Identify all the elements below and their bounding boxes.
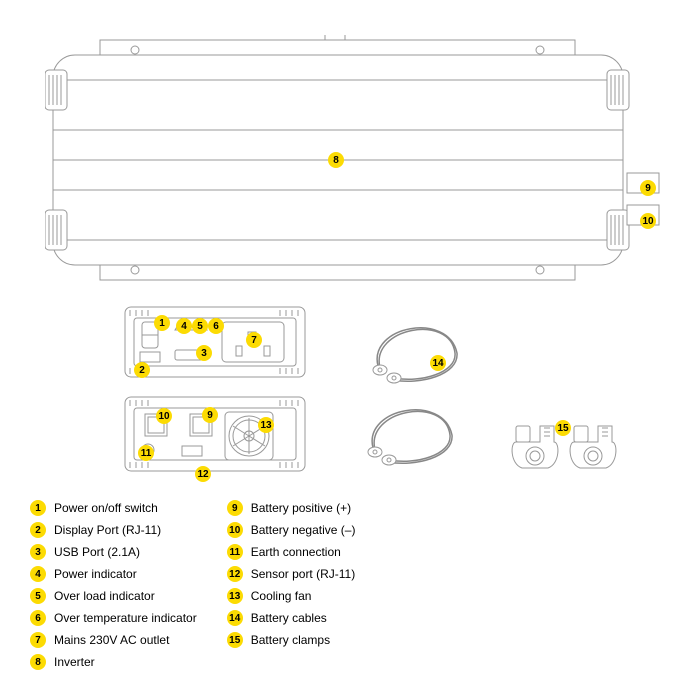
- legend-label: Battery cables: [251, 611, 327, 625]
- callout-8: 8: [328, 152, 344, 168]
- callout-11: 11: [138, 445, 154, 461]
- rear-panel: [120, 392, 315, 480]
- legend-item-8: 8 Inverter: [30, 654, 197, 670]
- legend-label: Over temperature indicator: [54, 611, 197, 625]
- legend-badge: 11: [227, 544, 243, 560]
- legend-label: USB Port (2.1A): [54, 545, 140, 559]
- legend-badge: 9: [227, 500, 243, 516]
- callout-9: 9: [202, 407, 218, 423]
- legend-label: Battery negative (–): [251, 523, 356, 537]
- callout-6: 6: [208, 318, 224, 334]
- legend-item-14: 14 Battery cables: [227, 610, 356, 626]
- callout-9: 9: [640, 180, 656, 196]
- legend-label: Mains 230V AC outlet: [54, 633, 169, 647]
- callout-7: 7: [246, 332, 262, 348]
- legend-badge: 10: [227, 522, 243, 538]
- legend: 1 Power on/off switch 2 Display Port (RJ-11…: [30, 500, 355, 670]
- legend-badge: 14: [227, 610, 243, 626]
- callout-10: 10: [640, 213, 656, 229]
- legend-item-12: 12 Sensor port (RJ-11): [227, 566, 356, 582]
- legend-item-2: 2 Display Port (RJ-11): [30, 522, 197, 538]
- legend-badge: 12: [227, 566, 243, 582]
- legend-badge: 1: [30, 500, 46, 516]
- callout-4: 4: [176, 318, 192, 334]
- inverter-top-view: [45, 35, 665, 285]
- legend-item-10: 10 Battery negative (–): [227, 522, 356, 538]
- callout-3: 3: [196, 345, 212, 361]
- callout-13: 13: [258, 417, 274, 433]
- legend-label: Over load indicator: [54, 589, 155, 603]
- legend-badge: 6: [30, 610, 46, 626]
- legend-label: Battery positive (+): [251, 501, 351, 515]
- legend-item-1: 1 Power on/off switch: [30, 500, 197, 516]
- legend-badge: 2: [30, 522, 46, 538]
- legend-col-2: 9 Battery positive (+) 10 Battery negative …: [227, 500, 356, 670]
- legend-item-13: 13 Cooling fan: [227, 588, 356, 604]
- legend-label: Power on/off switch: [54, 501, 158, 515]
- legend-badge: 13: [227, 588, 243, 604]
- legend-label: Sensor port (RJ-11): [251, 567, 355, 581]
- legend-item-7: 7 Mains 230V AC outlet: [30, 632, 197, 648]
- callout-2: 2: [134, 362, 150, 378]
- battery-cable-2: [355, 390, 465, 470]
- legend-label: Cooling fan: [251, 589, 312, 603]
- callout-1: 1: [154, 315, 170, 331]
- battery-cable-1: [360, 308, 470, 388]
- legend-label: Power indicator: [54, 567, 137, 581]
- legend-badge: 3: [30, 544, 46, 560]
- legend-item-5: 5 Over load indicator: [30, 588, 197, 604]
- battery-clamps: [510, 420, 640, 480]
- legend-badge: 7: [30, 632, 46, 648]
- legend-label: Inverter: [54, 655, 95, 669]
- legend-badge: 15: [227, 632, 243, 648]
- legend-item-9: 9 Battery positive (+): [227, 500, 356, 516]
- callout-5: 5: [192, 318, 208, 334]
- legend-item-3: 3 USB Port (2.1A): [30, 544, 197, 560]
- legend-item-15: 15 Battery clamps: [227, 632, 356, 648]
- legend-item-4: 4 Power indicator: [30, 566, 197, 582]
- legend-col-1: 1 Power on/off switch 2 Display Port (RJ-11…: [30, 500, 197, 670]
- legend-item-11: 11 Earth connection: [227, 544, 356, 560]
- callout-15: 15: [555, 420, 571, 436]
- callout-14: 14: [430, 355, 446, 371]
- legend-label: Battery clamps: [251, 633, 330, 647]
- legend-badge: 4: [30, 566, 46, 582]
- legend-badge: 5: [30, 588, 46, 604]
- legend-label: Display Port (RJ-11): [54, 523, 161, 537]
- legend-label: Earth connection: [251, 545, 341, 559]
- callout-12: 12: [195, 466, 211, 482]
- legend-item-6: 6 Over temperature indicator: [30, 610, 197, 626]
- legend-badge: 8: [30, 654, 46, 670]
- callout-10: 10: [156, 408, 172, 424]
- diagram-area: 123456789910101112131415: [0, 0, 700, 495]
